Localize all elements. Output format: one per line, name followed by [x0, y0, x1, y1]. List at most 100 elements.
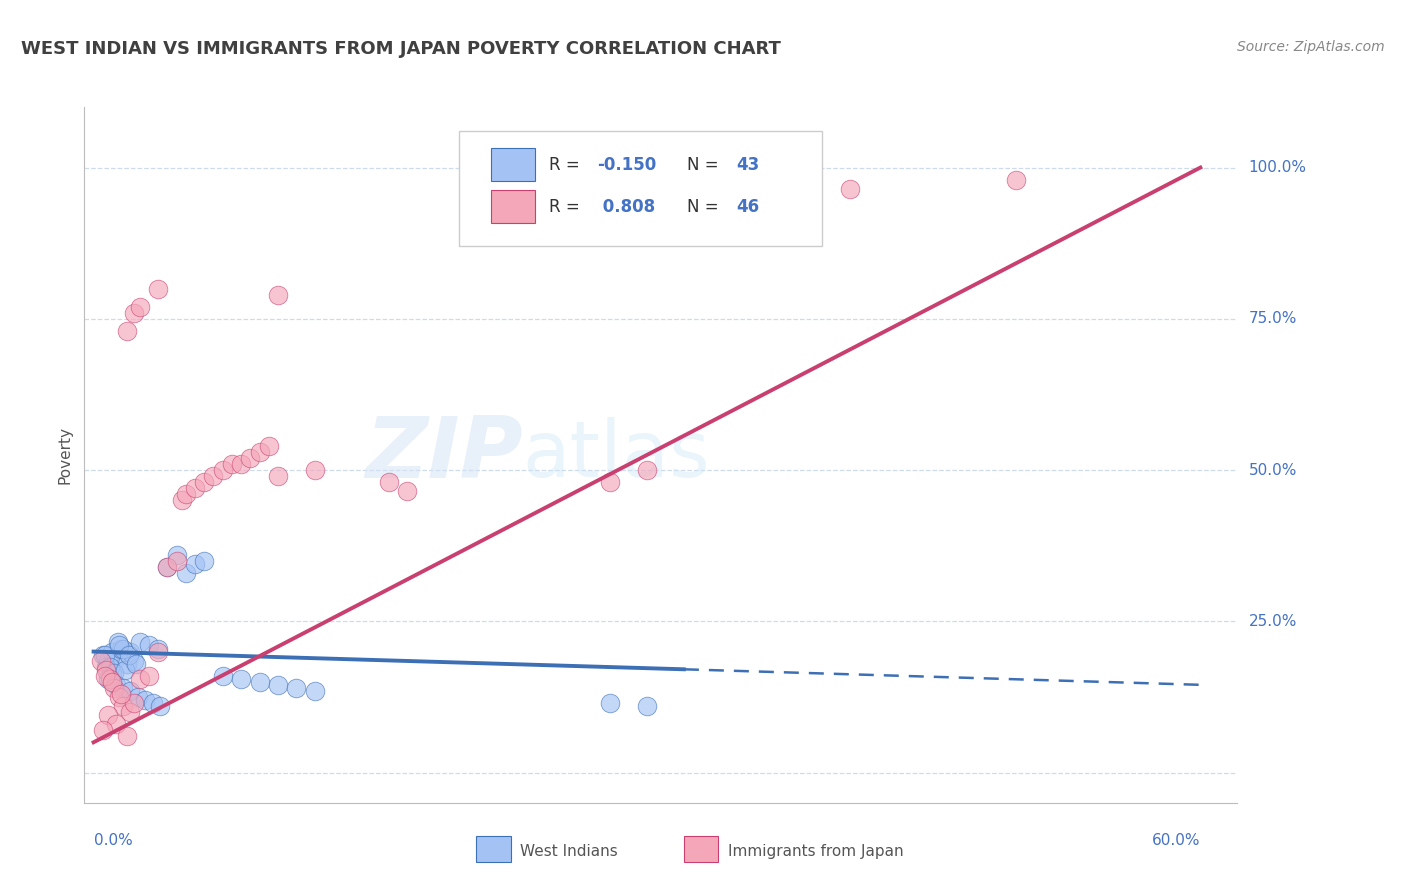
Point: [112, 641, 135, 656]
Point: [166, 548, 188, 562]
Bar: [491, 190, 536, 223]
Bar: [491, 148, 536, 181]
Point: [117, 648, 139, 662]
Point: [146, 281, 169, 295]
Point: [115, 729, 138, 743]
Point: [636, 698, 658, 713]
Point: [104, 717, 127, 731]
Point: [193, 475, 215, 490]
Point: [249, 674, 271, 689]
Point: [304, 463, 326, 477]
Point: [115, 324, 138, 338]
Text: 50.0%: 50.0%: [1249, 463, 1296, 477]
FancyBboxPatch shape: [460, 131, 823, 246]
Text: 43: 43: [735, 156, 759, 174]
Point: [146, 644, 169, 658]
Text: N =: N =: [688, 156, 724, 174]
Point: [221, 457, 243, 471]
Point: [101, 674, 124, 689]
Text: N =: N =: [688, 197, 724, 216]
Point: [97, 654, 120, 668]
Point: [120, 644, 142, 658]
Y-axis label: Poverty: Poverty: [58, 425, 73, 484]
Point: [231, 457, 253, 471]
Text: 100.0%: 100.0%: [1249, 160, 1306, 175]
Point: [96, 663, 118, 677]
Point: [184, 481, 207, 495]
Point: [128, 672, 150, 686]
Point: [783, 185, 806, 199]
Point: [98, 672, 121, 686]
Text: R =: R =: [548, 197, 585, 216]
Point: [1005, 172, 1028, 186]
Point: [142, 696, 165, 710]
Text: Source: ZipAtlas.com: Source: ZipAtlas.com: [1237, 40, 1385, 54]
Point: [91, 723, 114, 738]
Point: [93, 648, 115, 662]
Point: [125, 657, 148, 671]
Point: [127, 690, 149, 704]
Point: [122, 696, 145, 710]
Text: 0.808: 0.808: [598, 197, 655, 216]
Point: [239, 450, 262, 465]
Point: [166, 554, 188, 568]
Bar: [683, 836, 718, 862]
Text: 75.0%: 75.0%: [1249, 311, 1296, 326]
Point: [97, 672, 120, 686]
Point: [122, 306, 145, 320]
Point: [91, 648, 114, 662]
Point: [128, 635, 150, 649]
Point: [107, 635, 129, 649]
Text: 60.0%: 60.0%: [1152, 833, 1201, 848]
Point: [146, 641, 169, 656]
Point: [156, 559, 179, 574]
Point: [93, 669, 115, 683]
Point: [149, 698, 172, 713]
Point: [156, 559, 179, 574]
Point: [112, 698, 135, 713]
Text: -0.150: -0.150: [598, 156, 657, 174]
Point: [838, 182, 860, 196]
Point: [120, 684, 142, 698]
Text: Immigrants from Japan: Immigrants from Japan: [728, 844, 903, 859]
Point: [97, 708, 120, 723]
Point: [110, 641, 132, 656]
Text: West Indians: West Indians: [520, 844, 617, 859]
Point: [267, 678, 290, 692]
Point: [377, 475, 399, 490]
Point: [231, 672, 253, 686]
Point: [128, 300, 150, 314]
Point: [103, 681, 125, 695]
Point: [108, 690, 131, 704]
Point: [108, 639, 131, 653]
Point: [110, 687, 132, 701]
Point: [257, 439, 280, 453]
Text: R =: R =: [548, 156, 585, 174]
Point: [599, 475, 621, 490]
Point: [249, 445, 271, 459]
Point: [396, 484, 419, 499]
Point: [138, 669, 160, 683]
Point: [134, 693, 156, 707]
Text: 0.0%: 0.0%: [94, 833, 132, 848]
Point: [115, 657, 138, 671]
Point: [114, 663, 136, 677]
Text: ZIP: ZIP: [364, 413, 523, 497]
Point: [174, 566, 197, 580]
Text: WEST INDIAN VS IMMIGRANTS FROM JAPAN POVERTY CORRELATION CHART: WEST INDIAN VS IMMIGRANTS FROM JAPAN POV…: [21, 40, 780, 58]
Point: [304, 684, 326, 698]
Point: [193, 554, 215, 568]
Point: [172, 493, 194, 508]
Point: [101, 644, 124, 658]
Point: [98, 659, 121, 673]
Point: [267, 469, 290, 483]
Point: [636, 463, 658, 477]
Point: [599, 696, 621, 710]
Point: [138, 639, 160, 653]
Point: [267, 287, 290, 301]
Point: [101, 665, 124, 680]
Point: [90, 654, 112, 668]
Text: 25.0%: 25.0%: [1249, 614, 1296, 629]
Point: [104, 678, 127, 692]
Point: [174, 487, 197, 501]
